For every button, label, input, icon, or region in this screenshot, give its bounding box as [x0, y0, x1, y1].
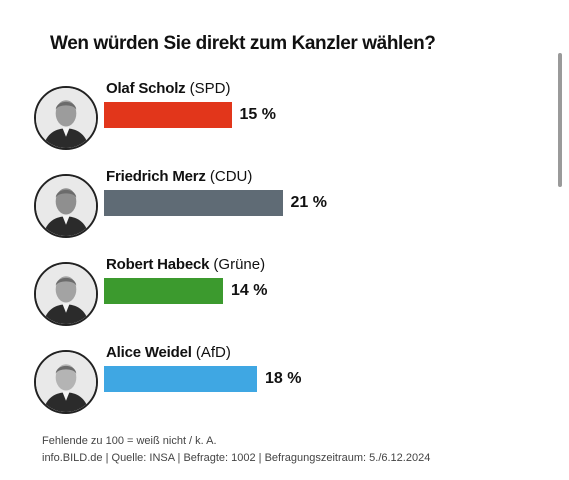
avatar-olaf-scholz: [34, 86, 98, 150]
candidate-label: Robert Habeck (Grüne): [106, 256, 265, 273]
footnote-source: info.BILD.de | Quelle: INSA | Befragte: …: [42, 452, 431, 464]
avatar-alice-weidel: [34, 350, 98, 414]
footnote-missing: Fehlende zu 100 = weiß nicht / k. A.: [42, 435, 217, 447]
candidate-label: Friedrich Merz (CDU): [106, 168, 252, 185]
chart-title: Wen würden Sie direkt zum Kanzler wählen…: [50, 33, 436, 54]
candidate-name: Friedrich Merz: [106, 168, 206, 185]
candidate-name: Olaf Scholz: [106, 80, 186, 97]
bar-alice-weidel: [104, 366, 257, 392]
bar-row-olaf-scholz: Olaf Scholz (SPD) 15 %: [0, 80, 520, 170]
value-label-alice-weidel: 18 %: [265, 370, 302, 387]
bar-friedrich-merz: [104, 190, 283, 216]
portrait-icon: [36, 88, 96, 148]
portrait-icon: [36, 264, 96, 324]
candidate-party: (SPD): [185, 80, 231, 97]
candidate-name: Alice Weidel: [106, 344, 192, 361]
candidate-party: (Grüne): [209, 256, 266, 273]
bar-olaf-scholz: [104, 102, 232, 128]
scrollbar[interactable]: [558, 53, 562, 187]
candidate-party: (CDU): [205, 168, 253, 185]
value-label-robert-habeck: 14 %: [231, 282, 268, 299]
avatar-robert-habeck: [34, 262, 98, 326]
value-label-friedrich-merz: 21 %: [290, 194, 327, 211]
portrait-icon: [36, 176, 96, 236]
candidate-party: (AfD): [191, 344, 231, 361]
candidate-name: Robert Habeck: [106, 256, 210, 273]
bar-row-friedrich-merz: Friedrich Merz (CDU) 21 %: [0, 168, 520, 258]
bar-robert-habeck: [104, 278, 223, 304]
bar-row-alice-weidel: Alice Weidel (AfD) 18 %: [0, 344, 520, 434]
bar-row-robert-habeck: Robert Habeck (Grüne) 14 %: [0, 256, 520, 346]
avatar-friedrich-merz: [34, 174, 98, 238]
value-label-olaf-scholz: 15 %: [239, 106, 276, 123]
candidate-label: Olaf Scholz (SPD): [106, 80, 230, 97]
candidate-label: Alice Weidel (AfD): [106, 344, 231, 361]
portrait-icon: [36, 352, 96, 412]
